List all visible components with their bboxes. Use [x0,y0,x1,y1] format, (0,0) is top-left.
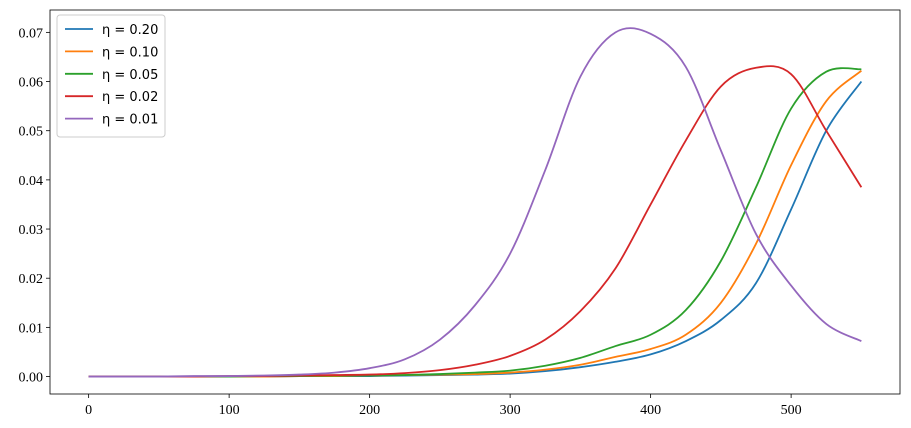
y-tick-label: 0.03 [19,223,44,238]
y-tick-label: 0.04 [19,174,44,189]
x-tick-label: 400 [640,403,661,418]
legend-label: η = 0.02 [102,90,158,105]
y-tick-label: 0.02 [19,272,44,287]
legend-label: η = 0.05 [102,68,158,83]
y-tick-label: 0.00 [19,371,44,386]
x-tick-label: 100 [219,403,240,418]
y-tick-label: 0.07 [19,26,44,41]
x-tick-label: 200 [359,403,380,418]
series-line [88,65,863,378]
series-line [88,70,862,378]
plot-frame [49,9,901,395]
x-tick-label: 0 [85,403,92,418]
legend-label: η = 0.01 [102,113,158,128]
series-line [88,27,862,378]
legend-label: η = 0.20 [102,23,158,38]
series-line [88,81,863,378]
y-tick-label: 0.06 [19,76,44,91]
legend-box [56,14,166,138]
y-tick-label: 0.05 [19,125,44,140]
legend-label: η = 0.10 [102,45,158,60]
x-tick-label: 300 [500,403,521,418]
y-tick-label: 0.01 [19,321,44,336]
x-tick-label: 500 [781,403,802,418]
legend: η = 0.20 η = 0.10 η = 0.05 η = 0.02 η = 0.01 [56,14,166,138]
series-line [88,67,862,378]
